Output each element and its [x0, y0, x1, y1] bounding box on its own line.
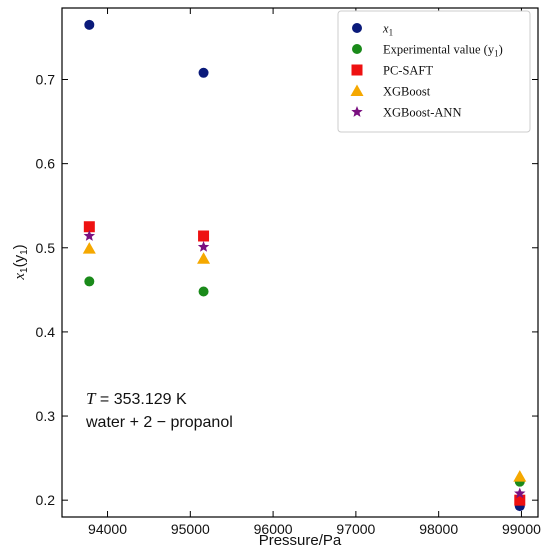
legend-marker-x1 [352, 23, 362, 33]
x-tick-label: 95000 [171, 521, 210, 537]
annotation-system: water + 2 − propanol [85, 414, 233, 431]
y-axis-title-main: x [12, 273, 28, 281]
legend-marker-experimental-value-y1 [352, 44, 362, 54]
data-point-pc-saft [83, 221, 95, 233]
x-tick-label: 97000 [336, 521, 375, 537]
y-tick-label: 0.6 [36, 156, 56, 172]
legend-box [337, 10, 531, 133]
y-tick-label: 0.3 [36, 408, 56, 424]
x-tick-label: 98000 [419, 521, 458, 537]
legend-marker-xgboost-ann [351, 106, 363, 117]
legend-label-main: XGBoost [383, 85, 431, 99]
plot-frame [61, 7, 539, 518]
y-axis-title-close: ) [11, 244, 28, 249]
legend-label-x1: x1 [382, 22, 393, 38]
y-axis-title-open: (y [11, 254, 28, 267]
legend-label-pc-saft: PC-SAFT [383, 64, 433, 78]
data-point-xgboost-ann [514, 487, 526, 499]
svg-text:T = 353.129 K: T = 353.129 K [86, 389, 187, 408]
annotation: T = 353.129 K water + 2 − propanol [85, 389, 233, 431]
legend-label-xgboost: XGBoost [383, 85, 431, 99]
data-point-x1 [198, 67, 209, 78]
data-point-experimental-value-y1 [198, 286, 209, 297]
legend-label-main: PC-SAFT [383, 64, 433, 78]
annotation-temp-value: = 353.129 K [95, 391, 187, 408]
x-axis-title: Pressure/Pa [259, 532, 342, 549]
data-point-pc-saft [514, 494, 526, 506]
axis-ticks: 94000 95000 96000 97000 98000 99000 0.2 0.3 0.4 0… [36, 8, 541, 537]
data-point-experimental-value-y1 [84, 276, 95, 287]
legend-marker-xgboost [350, 84, 364, 96]
y-tick-label: 0.2 [36, 492, 56, 508]
legend-label-sub: 1 [389, 28, 394, 38]
legend-marker-pc-saft [351, 64, 363, 76]
legend-label-main: Experimental value (y [383, 43, 495, 57]
data-point-xgboost [82, 242, 96, 254]
x-tick-label: 96000 [254, 521, 293, 537]
data-point-xgboost-ann [83, 230, 96, 241]
y-axis-title-sub1: 1 [19, 267, 30, 273]
data-point-xgboost [197, 252, 211, 264]
legend-label-main: x [382, 22, 389, 36]
legend-label-end: ) [499, 43, 503, 57]
x-tick-label: 99000 [502, 521, 541, 537]
y-tick-label: 0.4 [36, 324, 56, 340]
data-point-x1 [84, 19, 95, 30]
x-tick-label: 94000 [88, 521, 127, 537]
data-point-xgboost [513, 470, 527, 482]
data-point-pc-saft [198, 230, 210, 242]
plot-area-border [61, 7, 539, 518]
svg-text:x1(y1): x1(y1) [11, 244, 30, 280]
legend-label-main: XGBoost-ANN [383, 106, 461, 120]
legend-label-experimental-value-y1: Experimental value (y1) [383, 43, 503, 59]
y-tick-label: 0.7 [36, 72, 56, 88]
y-tick-label: 0.5 [36, 240, 56, 256]
legend-label-xgboost-ann: XGBoost-ANN [383, 106, 461, 120]
data-points [82, 19, 527, 512]
data-point-xgboost-ann [197, 240, 210, 252]
y-axis-title: x1(y1) [11, 244, 30, 280]
annotation-temp-var: T [86, 389, 97, 408]
legend-label-sub: 1 [494, 49, 499, 59]
y-axis-title-sub2: 1 [19, 249, 30, 255]
